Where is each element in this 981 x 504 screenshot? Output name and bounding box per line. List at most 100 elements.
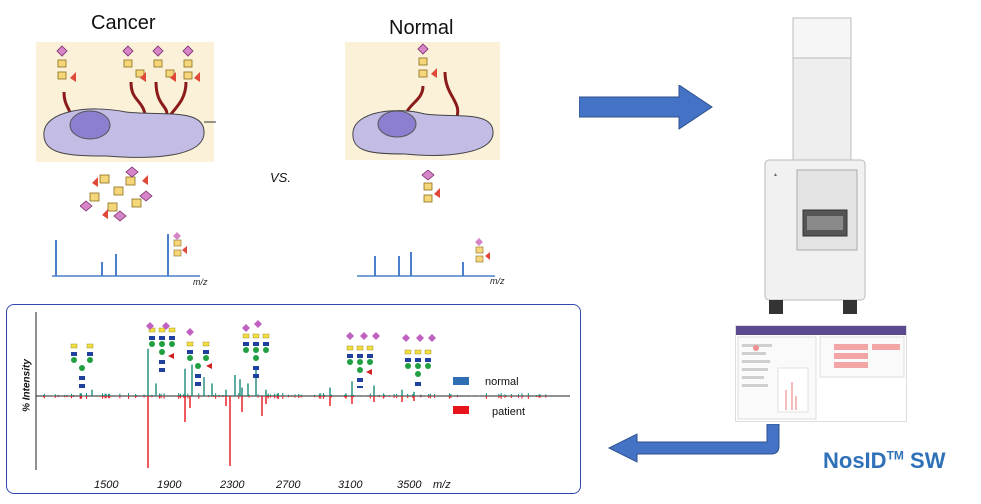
galactose-square	[252, 333, 260, 339]
mannose-circle	[357, 359, 363, 365]
mannose-circle	[405, 363, 411, 369]
mannose-circle	[159, 341, 165, 347]
mass-spectrometer-instrument: ▲	[764, 17, 866, 314]
galactose-square	[414, 349, 422, 355]
sialic-diamond	[146, 322, 154, 330]
fucose-triangle	[206, 363, 212, 369]
mass-spectrum-frame	[6, 304, 581, 494]
glcnac-square	[425, 358, 431, 362]
legend-normal-swatch	[453, 377, 469, 385]
galactose-square	[202, 341, 210, 347]
galactose-square	[186, 341, 194, 347]
sialic-diamond	[402, 334, 410, 342]
cancer-title: Cancer	[91, 12, 156, 34]
glcnac-square	[203, 350, 209, 354]
glcnac-square	[195, 382, 201, 386]
cancer-cell-illustration	[43, 45, 216, 158]
mannose-circle	[415, 371, 421, 377]
x-tick-3: 2700	[276, 479, 301, 491]
mannose-circle	[169, 341, 175, 347]
glcnac-square	[159, 368, 165, 372]
x-tick-4: 3100	[338, 479, 363, 491]
galactose-square	[70, 343, 78, 349]
mannose-circle	[253, 355, 259, 361]
glcnac-square	[243, 342, 249, 346]
mannose-circle	[347, 359, 353, 365]
galactose-square	[356, 345, 364, 351]
glycan-structures-overlay	[70, 320, 436, 388]
x-axis-label: m/z	[433, 479, 451, 491]
normal-mz-label: m/z	[490, 276, 505, 286]
mannose-circle	[367, 359, 373, 365]
glcnac-square	[159, 336, 165, 340]
galactose-square	[346, 345, 354, 351]
mirror-mass-spectrum	[35, 312, 570, 470]
normal-glycan	[421, 170, 440, 203]
return-arrow	[607, 424, 780, 463]
mannose-circle	[203, 355, 209, 361]
legend-patient-swatch	[453, 406, 469, 414]
glcnac-square	[195, 374, 201, 378]
galactose-square	[404, 349, 412, 355]
normal-title: Normal	[389, 17, 454, 39]
glcnac-square	[253, 342, 259, 346]
glcnac-square	[357, 354, 363, 358]
glcnac-square	[405, 358, 411, 362]
brand-name: NosID	[823, 448, 887, 473]
x-tick-1: 1900	[157, 479, 182, 491]
right-arrow	[579, 85, 713, 130]
sialic-diamond	[254, 320, 262, 328]
normal-cell-illustration	[352, 43, 494, 156]
fucose-triangle	[366, 369, 372, 375]
glcnac-square	[169, 336, 175, 340]
x-tick-5: 3500	[397, 479, 422, 491]
glcnac-square	[263, 342, 269, 346]
galactose-square	[366, 345, 374, 351]
mannose-circle	[243, 347, 249, 353]
sialic-diamond	[372, 332, 380, 340]
galactose-square	[158, 327, 166, 333]
mannose-circle	[195, 363, 201, 369]
x-tick-0: 1500	[94, 479, 119, 491]
glcnac-square	[357, 378, 363, 382]
normal-mini-spectrum	[357, 238, 495, 277]
sialic-diamond	[428, 334, 436, 342]
galactose-square	[242, 333, 250, 339]
glcnac-square	[415, 382, 421, 386]
galactose-square	[424, 349, 432, 355]
fucose-triangle	[168, 353, 174, 359]
glcnac-square	[79, 376, 85, 380]
mannose-circle	[263, 347, 269, 353]
legend-normal-label: normal	[485, 376, 519, 388]
cancer-mz-label: m/z	[193, 277, 208, 287]
mannose-circle	[187, 355, 193, 361]
cancer-glycan-cluster	[80, 166, 153, 222]
mannose-circle	[159, 349, 165, 355]
nosid-software-brand: NosIDTM SW	[823, 448, 945, 474]
mannose-circle	[357, 367, 363, 373]
mannose-circle	[253, 347, 259, 353]
glcnac-square	[253, 374, 259, 378]
mannose-circle	[415, 363, 421, 369]
sialic-diamond	[186, 328, 194, 336]
brand-suffix: SW	[910, 448, 946, 473]
glcnac-square	[187, 350, 193, 354]
svg-text:▲: ▲	[773, 172, 778, 178]
sialic-diamond	[346, 332, 354, 340]
mannose-circle	[87, 357, 93, 363]
glcnac-square	[415, 358, 421, 362]
galactose-square	[86, 343, 94, 349]
glcnac-square	[357, 386, 363, 388]
glcnac-square	[347, 354, 353, 358]
mannose-circle	[79, 365, 85, 371]
mannose-circle	[425, 363, 431, 369]
sialic-diamond	[360, 332, 368, 340]
galactose-square	[168, 327, 176, 333]
glcnac-square	[71, 352, 77, 356]
vs-label: VS.	[270, 170, 291, 185]
sialic-diamond	[242, 324, 250, 332]
glcnac-square	[253, 366, 259, 370]
glcnac-square	[367, 354, 373, 358]
sialic-diamond	[416, 334, 424, 342]
glcnac-square	[149, 336, 155, 340]
